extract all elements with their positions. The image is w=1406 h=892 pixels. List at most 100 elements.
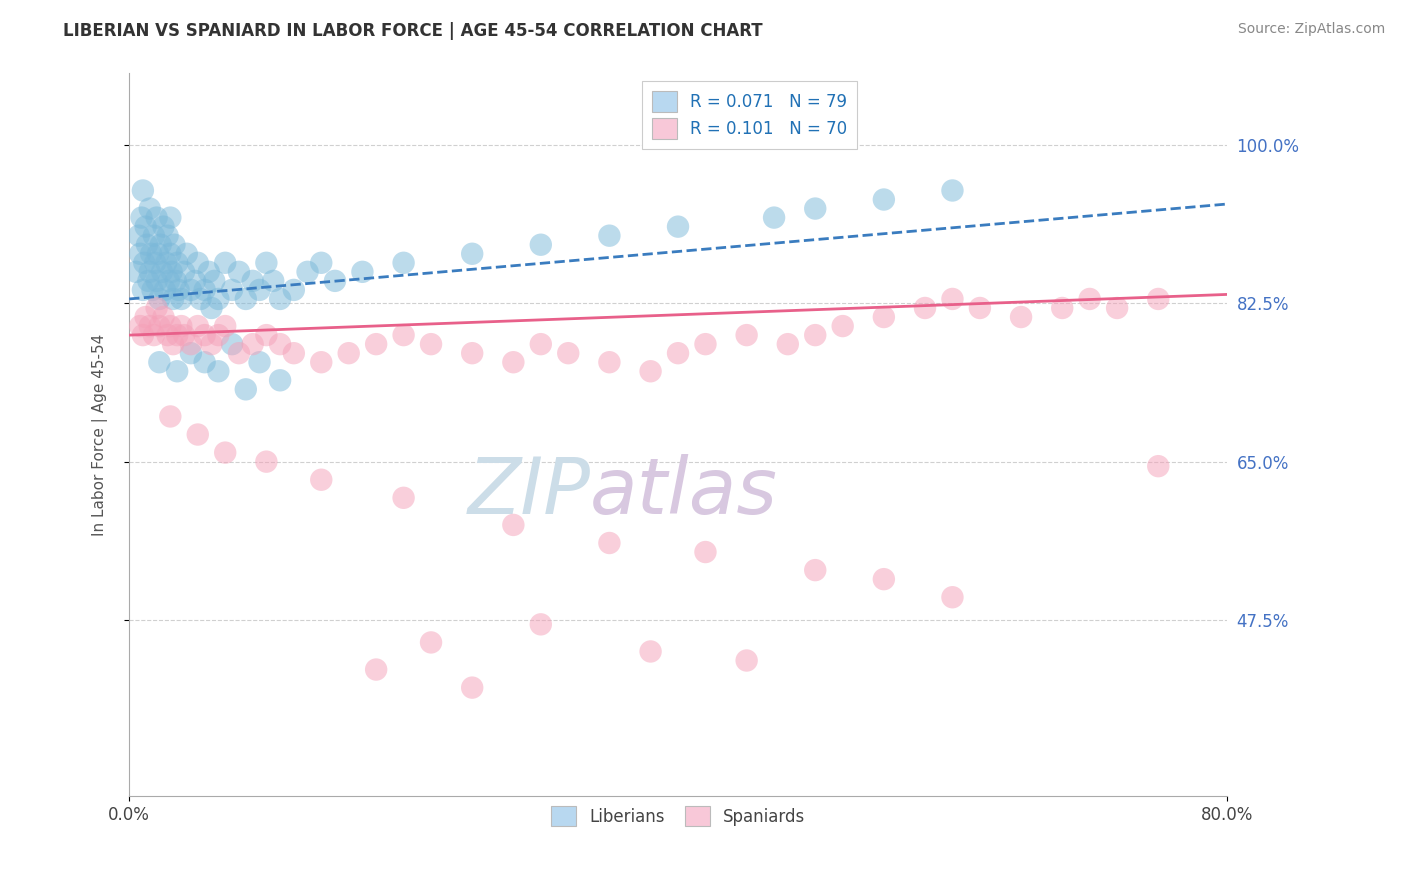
Point	[254, 256, 277, 270]
Point	[831, 319, 853, 334]
Point	[598, 228, 620, 243]
Point	[142, 328, 165, 343]
Point	[180, 346, 202, 360]
Point	[139, 319, 162, 334]
Point	[262, 274, 284, 288]
Point	[1107, 301, 1129, 315]
Point	[132, 328, 155, 343]
Point	[254, 455, 277, 469]
Point	[461, 346, 484, 360]
Point	[873, 193, 896, 207]
Point	[254, 328, 277, 343]
Point	[640, 364, 662, 378]
Point	[194, 328, 217, 343]
Point	[461, 681, 484, 695]
Point	[187, 427, 209, 442]
Point	[129, 246, 152, 260]
Point	[214, 319, 236, 334]
Point	[941, 292, 963, 306]
Point	[131, 211, 153, 225]
Point	[392, 328, 415, 343]
Point	[202, 274, 225, 288]
Point	[242, 274, 264, 288]
Point	[804, 563, 827, 577]
Point	[184, 274, 207, 288]
Point	[200, 301, 222, 315]
Point	[323, 274, 346, 288]
Point	[159, 319, 181, 334]
Point	[145, 301, 167, 315]
Point	[187, 319, 209, 334]
Point	[162, 292, 184, 306]
Point	[145, 211, 167, 225]
Point	[143, 256, 166, 270]
Point	[228, 265, 250, 279]
Point	[152, 310, 174, 324]
Point	[148, 355, 170, 369]
Point	[159, 246, 181, 260]
Point	[640, 644, 662, 658]
Point	[163, 237, 186, 252]
Point	[941, 184, 963, 198]
Point	[235, 382, 257, 396]
Point	[197, 265, 219, 279]
Point	[150, 265, 173, 279]
Point	[269, 337, 291, 351]
Point	[156, 228, 179, 243]
Point	[180, 283, 202, 297]
Point	[221, 337, 243, 351]
Point	[1147, 459, 1170, 474]
Point	[242, 337, 264, 351]
Point	[155, 256, 177, 270]
Point	[207, 292, 229, 306]
Point	[735, 653, 758, 667]
Point	[153, 283, 176, 297]
Point	[666, 346, 689, 360]
Point	[283, 346, 305, 360]
Legend: Liberians, Spaniards: Liberians, Spaniards	[543, 797, 814, 835]
Point	[159, 409, 181, 424]
Point	[162, 337, 184, 351]
Point	[804, 328, 827, 343]
Point	[170, 292, 193, 306]
Point	[132, 283, 155, 297]
Point	[530, 237, 553, 252]
Point	[1078, 292, 1101, 306]
Point	[269, 373, 291, 387]
Point	[128, 228, 150, 243]
Point	[461, 246, 484, 260]
Point	[214, 256, 236, 270]
Point	[166, 364, 188, 378]
Point	[139, 246, 162, 260]
Point	[873, 572, 896, 586]
Point	[420, 635, 443, 649]
Point	[695, 337, 717, 351]
Point	[167, 283, 190, 297]
Point	[1050, 301, 1073, 315]
Point	[207, 364, 229, 378]
Point	[180, 337, 202, 351]
Point	[166, 328, 188, 343]
Point	[337, 346, 360, 360]
Point	[149, 237, 172, 252]
Point	[187, 256, 209, 270]
Point	[148, 319, 170, 334]
Point	[152, 219, 174, 234]
Point	[763, 211, 786, 225]
Point	[148, 292, 170, 306]
Point	[166, 256, 188, 270]
Point	[309, 473, 332, 487]
Point	[173, 265, 195, 279]
Point	[598, 355, 620, 369]
Point	[135, 219, 157, 234]
Point	[173, 328, 195, 343]
Point	[160, 265, 183, 279]
Point	[139, 265, 162, 279]
Point	[146, 246, 169, 260]
Point	[141, 283, 163, 297]
Point	[969, 301, 991, 315]
Point	[530, 617, 553, 632]
Y-axis label: In Labor Force | Age 45-54: In Labor Force | Age 45-54	[93, 334, 108, 536]
Point	[134, 256, 156, 270]
Point	[804, 202, 827, 216]
